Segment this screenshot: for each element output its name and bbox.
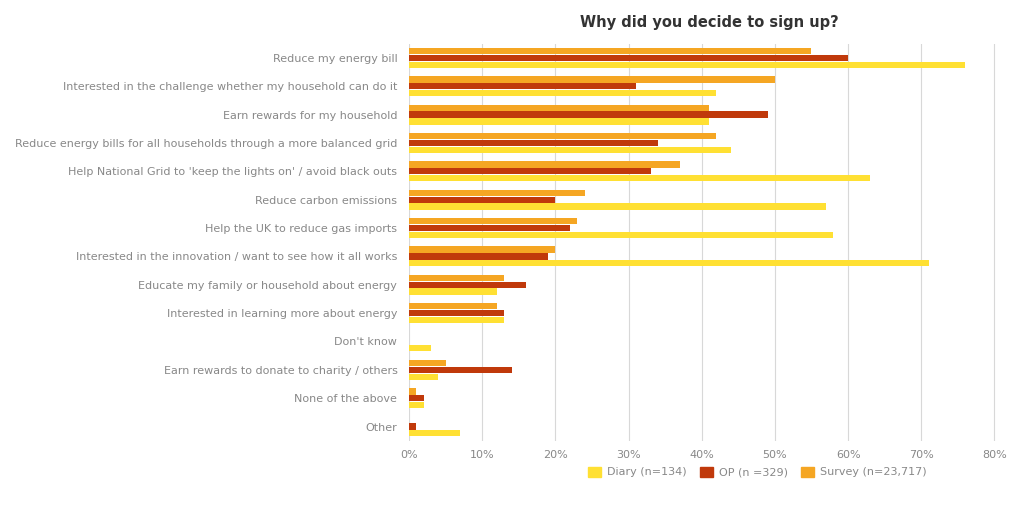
Bar [410,90,717,96]
Bar [410,260,929,266]
Bar [410,225,570,231]
Bar [410,161,680,168]
Bar [410,388,417,395]
Bar [410,175,870,181]
Bar [410,203,826,209]
Bar [410,310,504,316]
Bar [410,105,709,111]
Bar [410,218,578,224]
Bar [410,112,768,117]
Bar [410,54,848,61]
Bar [410,118,709,124]
Bar [410,140,657,146]
Bar [410,373,438,380]
Bar [410,168,650,175]
Bar [410,395,424,402]
Bar [410,253,548,260]
Bar [410,232,834,238]
Bar [410,430,461,436]
Legend: Diary (n=134), OP (n =329), Survey (n=23,717): Diary (n=134), OP (n =329), Survey (n=23… [584,462,931,482]
Bar [410,317,504,323]
Bar [410,402,424,408]
Bar [410,247,555,253]
Bar [410,133,717,139]
Bar [410,83,636,89]
Title: Why did you decide to sign up?: Why did you decide to sign up? [580,15,839,30]
Bar [410,303,497,309]
Bar [410,275,504,281]
Bar [410,48,811,54]
Bar [410,360,445,366]
Bar [410,423,417,430]
Bar [410,190,585,196]
Bar [410,281,526,288]
Bar [410,288,497,295]
Bar [410,147,731,153]
Bar [410,61,965,68]
Bar [410,76,775,83]
Bar [410,197,555,203]
Bar [410,345,431,351]
Bar [410,367,512,373]
